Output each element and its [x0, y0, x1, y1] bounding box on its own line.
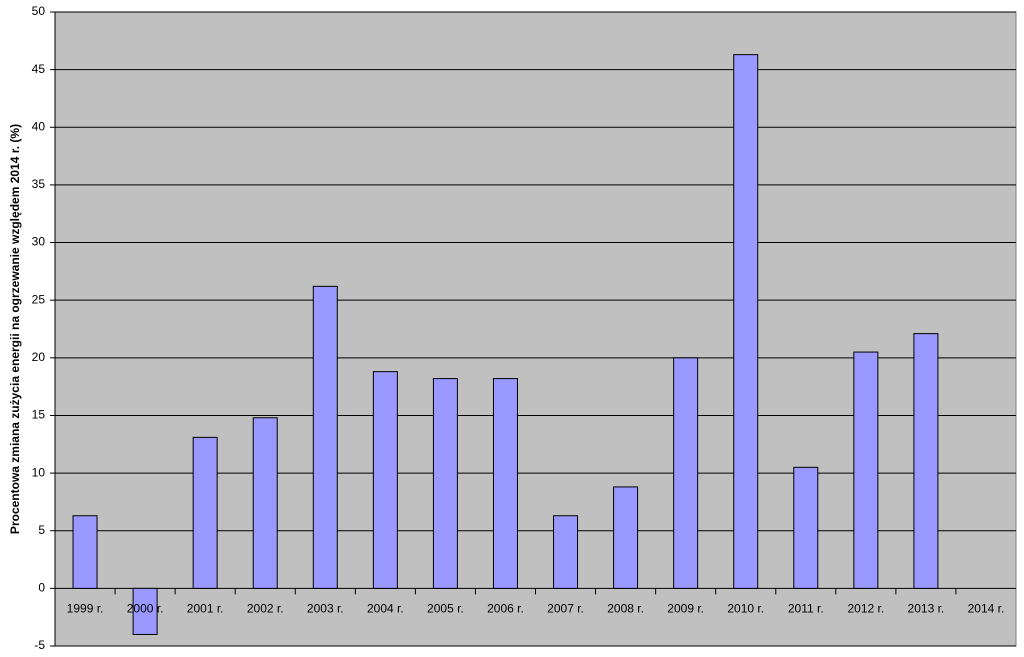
bar — [613, 486, 639, 589]
y-tick-label: 15 — [32, 408, 46, 422]
bar — [432, 378, 458, 589]
y-tick-label: 5 — [38, 523, 45, 537]
y-tick-label: 35 — [32, 177, 46, 191]
y-tick-label: -5 — [34, 638, 45, 652]
bar — [853, 351, 879, 589]
bar — [312, 285, 338, 589]
bar — [192, 436, 218, 589]
bar — [793, 466, 819, 589]
y-tick-label: 10 — [32, 465, 46, 479]
y-tick-label: 45 — [32, 62, 46, 76]
x-tick-label: 2000 r. — [127, 602, 164, 616]
y-axis-label: Procentowa zmiana zużycia energii na ogr… — [8, 124, 22, 534]
bar — [252, 417, 278, 589]
x-tick-label: 2013 r. — [908, 602, 945, 616]
x-tick-label: 2011 r. — [788, 602, 824, 616]
x-tick-label: 2008 r. — [607, 602, 644, 616]
x-tick-label: 2001 r. — [187, 602, 224, 616]
x-tick-label: 2007 r. — [547, 602, 584, 616]
x-tick-label: 2002 r. — [247, 602, 284, 616]
bar — [492, 378, 518, 589]
x-tick-label: 2009 r. — [667, 602, 704, 616]
bar — [553, 515, 579, 589]
bar — [372, 371, 398, 589]
bar — [913, 333, 939, 589]
y-tick-label: 50 — [32, 4, 46, 18]
y-tick-label: 30 — [32, 235, 46, 249]
x-tick-label: 2005 r. — [427, 602, 464, 616]
y-tick-label: 20 — [32, 350, 46, 364]
bar — [733, 54, 759, 589]
x-tick-label: 2010 r. — [727, 602, 764, 616]
x-tick-label: 2014 r. — [968, 602, 1005, 616]
x-tick-label: 1999 r. — [67, 602, 104, 616]
bar — [673, 357, 699, 589]
y-tick-label: 25 — [32, 292, 46, 306]
x-tick-label: 2004 r. — [367, 602, 404, 616]
x-tick-label: 2003 r. — [307, 602, 344, 616]
bar — [132, 587, 158, 635]
y-tick-label: 0 — [38, 581, 45, 595]
y-tick-label: 40 — [32, 119, 46, 133]
x-tick-label: 2012 r. — [847, 602, 884, 616]
x-tick-label: 2006 r. — [487, 602, 524, 616]
bar — [72, 515, 98, 589]
